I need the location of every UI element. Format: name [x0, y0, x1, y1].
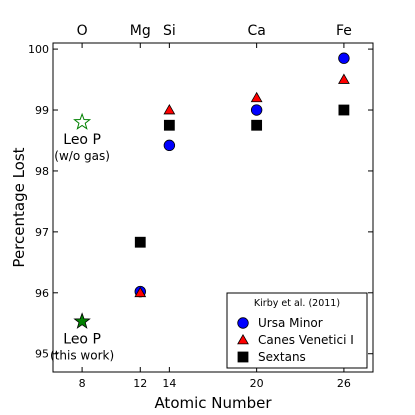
plot-frame [52, 42, 374, 373]
annotations-layer: Leo P (w/o gas) Leo P (this work) [50, 132, 114, 362]
y-tick-label-97: 97 [35, 226, 49, 239]
point-ursa-minor-14 [163, 139, 176, 152]
point-leo-p-1 [73, 312, 91, 329]
leo-p-this-work-sublabel: (this work) [50, 348, 114, 362]
legend-title: Kirby et al. (2011) [254, 298, 340, 309]
point-ursa-minor-26 [338, 52, 350, 64]
top-element-label-mg: Mg [130, 23, 151, 39]
legend-label-ursa-minor: Ursa Minor [258, 316, 323, 330]
point-sextans-26 [338, 104, 350, 116]
legend-entries [237, 317, 249, 363]
labels-layer: Atomic Number Percentage Lost [10, 147, 272, 412]
point-canes-venetici-i-20 [250, 91, 263, 103]
y-axis-label: Percentage Lost [10, 147, 28, 267]
legend-box [226, 292, 368, 369]
y-tick-label-96: 96 [35, 287, 49, 300]
point-sextans-14 [163, 119, 175, 131]
top-element-label-o: O [77, 23, 88, 39]
leo-p-wo-gas-label: Leo P [63, 132, 101, 148]
point-canes-venetici-i-12 [134, 286, 147, 298]
legend-marker-sextans [237, 351, 249, 363]
leo-p-this-work-label: Leo P [63, 331, 101, 347]
point-leo-p-0 [73, 112, 92, 130]
x-tick-label-26: 26 [337, 377, 351, 390]
y-tick-label-100: 100 [28, 43, 49, 56]
x-tick-label-8: 8 [79, 377, 86, 390]
top-element-label-fe: Fe [336, 23, 352, 39]
x-axis-label: Atomic Number [154, 394, 272, 412]
legend-label-sextans: Sextans [258, 350, 306, 364]
leo-p-wo-gas-sublabel: (w/o gas) [54, 149, 110, 163]
top-element-label-si: Si [163, 23, 176, 39]
legend: Kirby et al. (2011) Ursa Minor Canes Ven… [226, 292, 368, 369]
point-canes-venetici-i-14 [163, 104, 176, 115]
point-sextans-20 [251, 119, 263, 131]
x-tick-label-12: 12 [133, 377, 147, 390]
legend-marker-canes-venetici-i [237, 333, 249, 345]
top-element-label-ca: Ca [247, 23, 265, 39]
points-layer [73, 52, 350, 329]
legend-label-canes-venetici: Canes Venetici I [258, 333, 354, 347]
y-tick-label-98: 98 [35, 165, 49, 178]
point-ursa-minor-20 [250, 104, 263, 116]
x-tick-label-20: 20 [250, 377, 264, 390]
x-tick-label-14: 14 [162, 377, 176, 390]
y-tick-label-95: 95 [35, 348, 49, 361]
y-tick-label-99: 99 [35, 104, 49, 117]
ticks-layer: 8 12 14 20 26 95 96 97 98 99 100 O Mg Si Ca Fe [28, 23, 373, 390]
point-canes-venetici-i-26 [338, 73, 350, 84]
point-sextans-12 [134, 236, 146, 248]
legend-marker-ursa-minor [237, 317, 249, 329]
